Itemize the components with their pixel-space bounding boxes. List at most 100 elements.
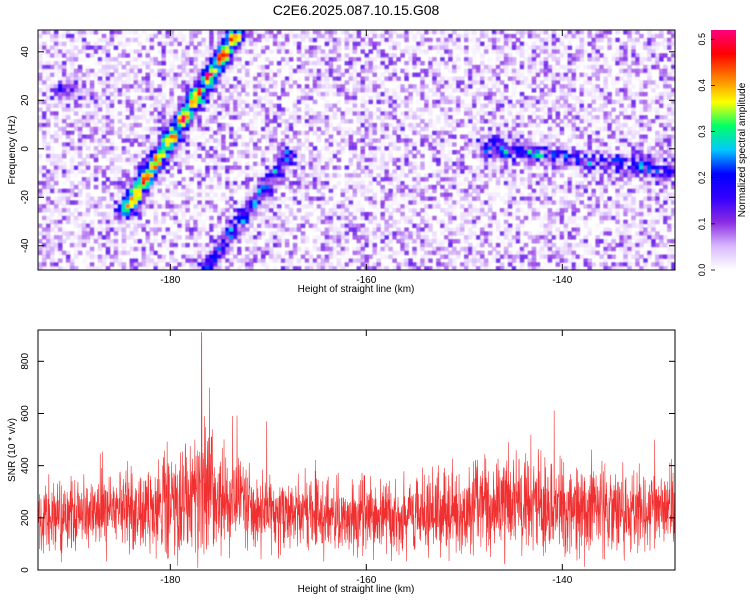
heatmap-cell <box>615 76 620 81</box>
heatmap-cell <box>619 64 624 70</box>
heatmap-cell <box>260 111 266 116</box>
heatmap-cell <box>133 80 139 85</box>
heatmap-cell <box>404 161 409 167</box>
heatmap-cell <box>193 95 198 101</box>
heatmap-cell <box>511 45 517 50</box>
heatmap-cell <box>237 184 242 190</box>
heatmap-cell <box>41 91 47 97</box>
heatmap-cell <box>555 60 561 66</box>
heatmap-cell <box>368 153 374 159</box>
heatmap-cell <box>45 99 51 105</box>
heatmap-cell <box>460 188 465 194</box>
heatmap-cell <box>571 95 577 101</box>
heatmap-cell <box>647 68 652 74</box>
heatmap-cell <box>197 177 202 182</box>
heatmap-cell <box>659 157 664 163</box>
heatmap-cell <box>189 126 194 132</box>
heatmap-cell <box>121 138 127 143</box>
heatmap-cell <box>575 165 581 170</box>
heatmap-cell <box>137 122 143 128</box>
heatmap-cell <box>487 138 493 143</box>
heatmap-cell <box>615 45 620 50</box>
heatmap-cell <box>471 72 477 78</box>
heatmap-cell <box>372 68 378 74</box>
heatmap-cell <box>185 196 190 201</box>
heatmap-cell <box>507 68 513 74</box>
heatmap-cell <box>189 60 194 66</box>
heatmap-cell <box>157 173 163 178</box>
heatmap-cell <box>308 45 314 50</box>
heatmap-cell <box>93 45 99 50</box>
heatmap-cell <box>603 99 608 105</box>
heatmap-cell <box>579 60 585 66</box>
heatmap-cell <box>444 76 449 81</box>
heatmap-cell <box>495 45 501 50</box>
heatmap-cell <box>260 33 266 39</box>
heatmap-cell <box>523 180 529 186</box>
heatmap-cell <box>591 57 596 62</box>
heatmap-cell <box>81 41 87 47</box>
heatmap-cell <box>615 80 620 85</box>
heatmap-cell <box>611 126 616 132</box>
heatmap-cell <box>284 142 290 147</box>
heatmap-cell <box>185 111 190 116</box>
heatmap-cell <box>599 126 604 132</box>
heatmap-cell <box>619 53 624 58</box>
heatmap-cell <box>519 180 525 186</box>
heatmap-cell <box>312 72 318 78</box>
heatmap-cell <box>45 146 51 151</box>
heatmap-cell <box>101 80 107 85</box>
heatmap-cell <box>137 41 143 47</box>
heatmap-cell <box>611 57 616 62</box>
heatmap-cell <box>173 53 178 58</box>
heatmap-cell <box>229 64 234 70</box>
heatmap-cell <box>348 177 354 182</box>
heatmap-cell <box>471 76 477 81</box>
heatmap-cell <box>416 99 421 105</box>
heatmap-cell <box>121 184 127 190</box>
heatmap-cell <box>53 122 59 128</box>
heatmap-cell <box>392 169 397 174</box>
heatmap-cell <box>149 41 155 47</box>
heatmap-cell <box>543 153 549 159</box>
heatmap-cell <box>173 188 178 194</box>
heatmap-cell <box>348 134 354 139</box>
heatmap-cell <box>643 134 648 139</box>
heatmap-cell <box>547 161 553 167</box>
heatmap-cell <box>276 177 282 182</box>
heatmap-cell <box>376 115 381 120</box>
heatmap-cell <box>495 57 501 62</box>
heatmap-cell <box>225 57 230 62</box>
heatmap-cell <box>352 173 358 178</box>
heatmap-cell <box>105 99 111 105</box>
heatmap-cell <box>193 157 198 163</box>
heatmap-cell <box>595 33 600 39</box>
heatmap-cell <box>380 30 385 35</box>
heatmap-cell <box>599 107 604 112</box>
heatmap-cell <box>221 64 226 70</box>
heatmap-cell <box>141 165 147 170</box>
heatmap-cell <box>603 68 608 74</box>
heatmap-cell <box>627 80 632 85</box>
heatmap-cell <box>416 115 421 120</box>
heatmap-cell <box>436 68 441 74</box>
heatmap-cell <box>547 68 553 74</box>
heatmap-cell <box>495 138 501 143</box>
heatmap-cell <box>380 184 385 190</box>
heatmap-cell <box>595 153 600 159</box>
heatmap-cell <box>125 53 131 58</box>
heatmap-cell <box>643 153 648 159</box>
heatmap-cell <box>651 49 656 54</box>
heatmap-cell <box>519 115 525 120</box>
heatmap-cell <box>181 53 186 58</box>
heatmap-cell <box>300 157 306 163</box>
heatmap-cell <box>177 107 182 112</box>
heatmap-cell <box>372 91 378 97</box>
heatmap-cell <box>137 188 143 194</box>
heatmap-cell <box>324 130 330 136</box>
heatmap-cell <box>376 45 381 50</box>
heatmap-cell <box>65 49 71 54</box>
heatmap-cell <box>272 134 278 139</box>
heatmap-cell <box>101 146 107 151</box>
heatmap-cell <box>523 57 529 62</box>
